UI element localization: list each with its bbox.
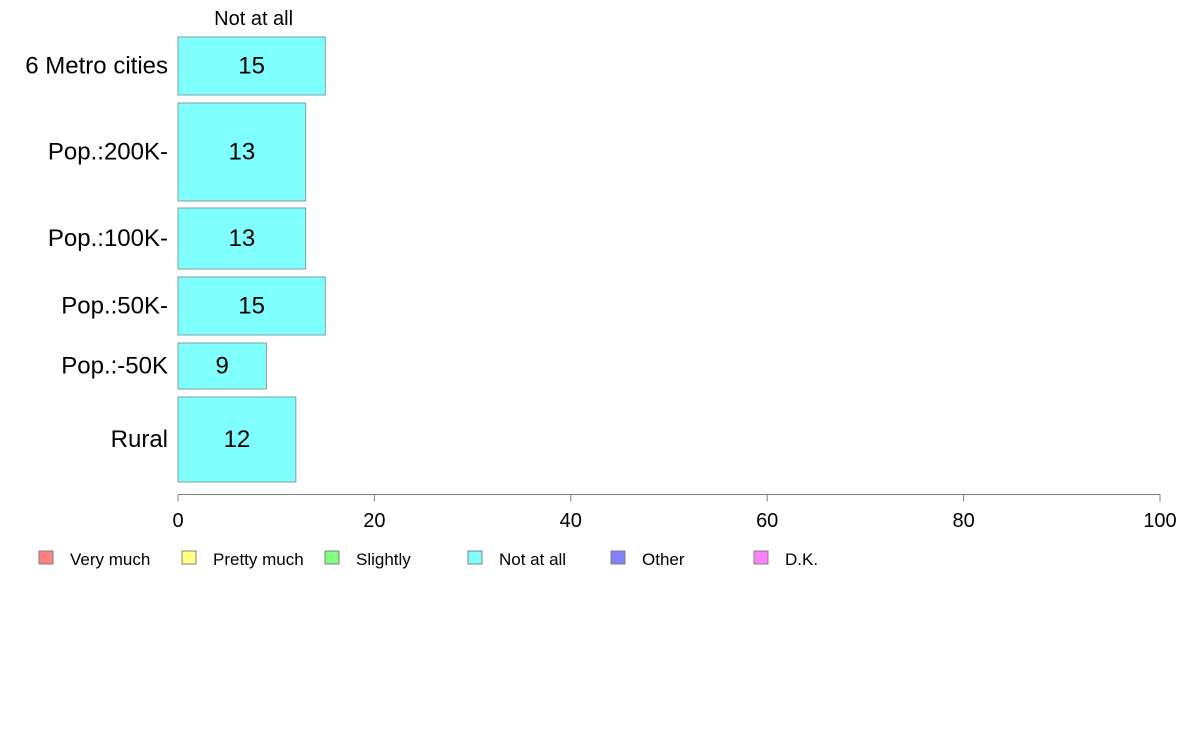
x-tick-label: 40 [560, 510, 582, 532]
bar [177, 276, 326, 336]
x-tick-label: 0 [172, 510, 183, 532]
legend-swatch [324, 550, 340, 565]
legend-label: Other [642, 550, 685, 569]
row-label: Pop.:200K- [48, 139, 168, 166]
bars-layer: 6 Metro cities 15 Pop.:200K- 13 Pop.:100K- 13… [25, 36, 326, 483]
column-header: Not at all [214, 8, 293, 30]
legend-label: Slightly [356, 550, 411, 569]
data-label: 13 [228, 225, 255, 252]
legend-swatch [467, 550, 483, 565]
bar [177, 36, 326, 96]
bar [177, 102, 307, 202]
row-label: Pop.:50K- [61, 293, 168, 320]
data-label: 13 [228, 139, 255, 166]
x-tick-label: 80 [952, 510, 974, 532]
bar [177, 342, 267, 390]
data-label: 15 [238, 293, 265, 320]
bar [177, 207, 307, 270]
column-header-layer: Not at all [214, 8, 293, 30]
legend-swatch [610, 550, 626, 565]
row-label: Pop.:-50K [61, 353, 168, 380]
legend-label: Not at all [499, 550, 566, 569]
data-label: 12 [224, 426, 251, 453]
x-tick-label: 20 [363, 510, 385, 532]
row-label: Pop.:100K- [48, 225, 168, 252]
legend-swatch [38, 550, 54, 565]
data-label: 9 [216, 353, 229, 380]
legend: Very much Pretty much Slightly Not at all Ot… [38, 550, 818, 569]
legend-swatch [753, 550, 769, 565]
legend-label: D.K. [785, 550, 818, 569]
row-label: Rural [111, 426, 168, 453]
bar [177, 396, 297, 483]
x-tick-label: 100 [1143, 510, 1176, 532]
data-label: 15 [238, 53, 265, 80]
x-axis: 0 20 40 60 80 100 [172, 494, 1177, 532]
legend-label: Very much [70, 550, 150, 569]
row-label: 6 Metro cities [25, 53, 168, 80]
legend-label: Pretty much [213, 550, 304, 569]
x-tick-label: 60 [756, 510, 778, 532]
legend-swatch [181, 550, 197, 565]
